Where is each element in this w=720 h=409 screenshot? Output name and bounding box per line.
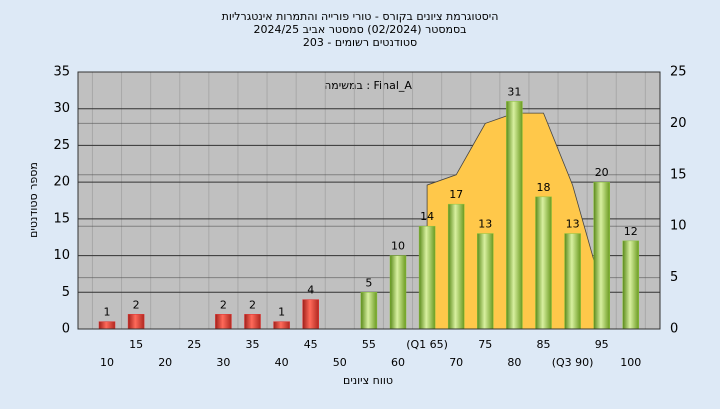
- y2-tick-label: 15: [670, 167, 687, 182]
- title-line: סטודנטים רשומים - 203: [303, 36, 417, 49]
- y-tick-label: 0: [62, 322, 70, 337]
- value-label: 2: [133, 298, 140, 311]
- y-tick-label: 15: [53, 211, 70, 226]
- bar: [360, 292, 378, 330]
- value-label: 1: [278, 306, 285, 319]
- x-tick-label: 10: [100, 356, 114, 369]
- value-label: 13: [566, 218, 580, 231]
- y-tick-label: 25: [53, 138, 70, 153]
- y2-tick-label: 5: [670, 270, 678, 285]
- bar: [418, 225, 436, 330]
- y2-tick-label: 20: [670, 116, 687, 131]
- x-tick-label: 80: [507, 356, 521, 369]
- y2-tick-label: 10: [670, 219, 687, 234]
- bar: [506, 101, 523, 330]
- value-label: 10: [391, 240, 405, 253]
- x-axis-label: טווח ציונים: [343, 374, 393, 387]
- y-tick-label: 20: [53, 175, 70, 190]
- plot-border: [77, 71, 661, 330]
- x-tick-label: 40: [275, 356, 289, 369]
- x-tick-label: 50: [333, 356, 347, 369]
- y2-tick-label: 25: [670, 65, 687, 80]
- x-tick-label: (Q1 65): [406, 338, 448, 351]
- value-label: 12: [624, 225, 638, 238]
- bar: [535, 196, 552, 330]
- bar: [215, 314, 232, 330]
- x-tick-label: 35: [246, 338, 260, 351]
- y-tick-label: 30: [53, 101, 70, 116]
- title-line: היסטוגרמת ציונים בקורס - טורי פורייה והת…: [222, 10, 499, 23]
- x-tick-label: 95: [595, 338, 609, 351]
- value-label: 14: [420, 210, 434, 223]
- value-label: 18: [537, 181, 551, 194]
- value-label: 1: [104, 306, 111, 319]
- y-axis-label: מספר סטודנטים: [27, 162, 40, 238]
- bar: [593, 181, 610, 330]
- bar: [273, 321, 290, 330]
- x-tick-label: 25: [187, 338, 201, 351]
- bar: [302, 299, 319, 330]
- value-label: 20: [595, 166, 609, 179]
- x-tick-label: 30: [216, 356, 230, 369]
- y-tick-label: 5: [62, 285, 70, 300]
- x-tick-label: 60: [391, 356, 405, 369]
- value-label: 4: [307, 284, 314, 297]
- x-tick-label: 45: [304, 338, 318, 351]
- x-tick-label: 75: [478, 338, 492, 351]
- x-tick-label: 55: [362, 338, 376, 351]
- bar: [244, 314, 261, 330]
- value-label: 2: [220, 298, 227, 311]
- bar: [389, 255, 407, 330]
- x-tick-label: 85: [537, 338, 551, 351]
- y-tick-label: 10: [53, 248, 70, 263]
- annotation: במשימה : Final_A: [324, 79, 412, 92]
- x-tick-label: 20: [158, 356, 172, 369]
- value-label: 31: [507, 85, 521, 98]
- bar: [477, 233, 494, 330]
- value-label: 5: [365, 276, 372, 289]
- y2-tick-label: 0: [670, 322, 678, 337]
- x-tick-label: (Q3 90): [552, 356, 594, 369]
- y-tick-label: 35: [53, 65, 70, 80]
- bar: [564, 233, 581, 330]
- x-tick-label: 15: [129, 338, 143, 351]
- value-label: 13: [478, 218, 492, 231]
- bar: [127, 314, 145, 330]
- title-line: בסמסטר (02/2024) סמסטר אביב 2024/25: [253, 23, 466, 36]
- x-tick-label: 100: [620, 356, 641, 369]
- bar: [622, 240, 640, 330]
- x-tick-label: 70: [449, 356, 463, 369]
- value-label: 17: [449, 188, 463, 201]
- bar: [447, 203, 465, 330]
- value-label: 2: [249, 298, 256, 311]
- bar: [98, 321, 116, 330]
